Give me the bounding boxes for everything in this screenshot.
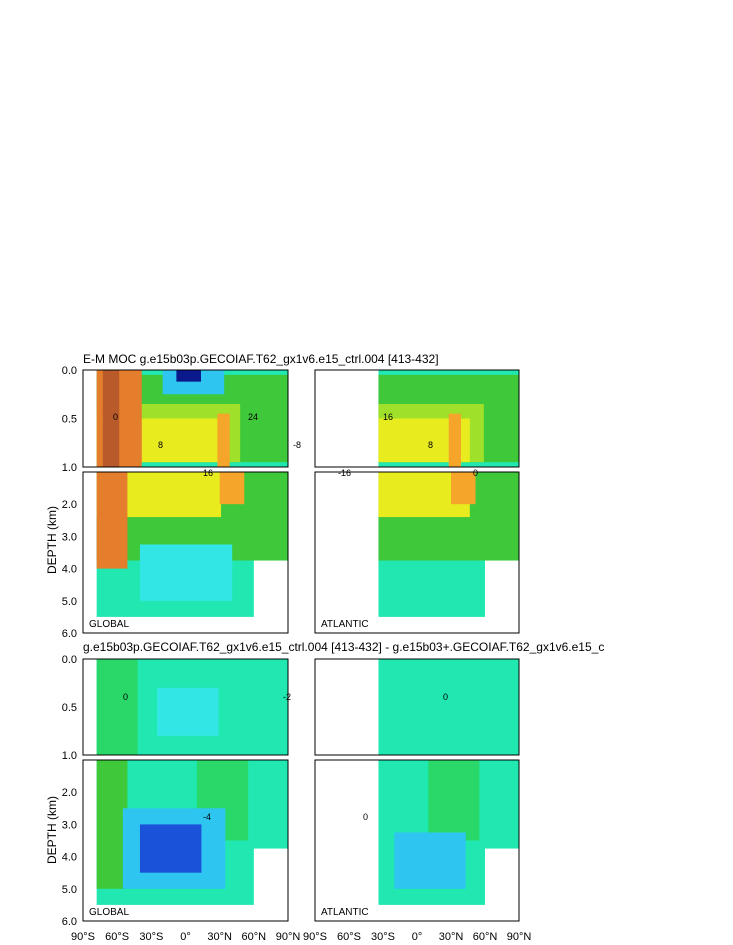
panel-label-atlantic: ATLANTIC <box>321 907 369 918</box>
land-mask-north <box>253 848 291 921</box>
figure-title-top: E-M MOC g.e15b03p.GECOIAF.T62_gx1v6.e15_… <box>83 352 439 366</box>
depth-tick-label: 0.0 <box>62 654 77 666</box>
band-abyss <box>139 544 233 601</box>
panel-label-atlantic: ATLANTIC <box>321 619 369 630</box>
band-orange-deep <box>219 472 245 505</box>
contour-field <box>96 370 289 467</box>
contour-value-label: 0 <box>443 692 448 702</box>
depth-tick-label: 6.0 <box>62 628 77 640</box>
contour-value-label: 0 <box>123 692 128 702</box>
x-tick-label: 30°S <box>371 931 395 943</box>
x-tick-label: 0° <box>180 931 191 943</box>
band-so-deep <box>96 472 128 569</box>
contour-field <box>378 370 519 467</box>
depth-tick-label: 1.0 <box>62 750 77 762</box>
contour-field <box>96 659 289 755</box>
band-so-green <box>96 760 128 889</box>
contour-value-label: -8 <box>293 440 301 450</box>
contour-field <box>315 760 522 921</box>
contour-field <box>378 659 519 755</box>
contour-field <box>315 472 522 633</box>
panel-frame-global-upper <box>82 658 289 756</box>
y-axis-label-top: DEPTH (km) <box>45 506 59 574</box>
band-blue-core <box>139 824 202 873</box>
land-mask <box>315 616 519 633</box>
band-tropic-deep <box>176 370 201 382</box>
panel-frame-atlantic-upper <box>314 369 520 468</box>
depth-tick-label: 5.0 <box>62 596 77 608</box>
y-axis-label-bottom: DEPTH (km) <box>45 796 59 864</box>
panel-frame-global-lower <box>82 759 289 922</box>
band-orange-core <box>448 413 461 467</box>
contour-field <box>83 760 291 921</box>
band-so-core <box>102 370 120 467</box>
x-tick-label: 60°N <box>473 931 498 943</box>
contour-value-label: 0 <box>113 412 118 422</box>
field-base <box>378 659 519 755</box>
band-green <box>428 760 480 841</box>
band-orange-core <box>217 413 230 467</box>
depth-tick-label: 0.5 <box>62 414 77 426</box>
contour-value-label: -4 <box>203 812 211 822</box>
land-mask <box>83 616 288 633</box>
panel-frame-atlantic-upper <box>314 658 520 756</box>
depth-tick-label: 4.0 <box>62 564 77 576</box>
band-so-green <box>96 659 138 755</box>
contour-value-label: 8 <box>158 440 163 450</box>
land-mask-north <box>485 560 522 633</box>
land-mask-north <box>253 560 291 633</box>
x-tick-label: 30°N <box>207 931 232 943</box>
depth-tick-label: 3.0 <box>62 531 77 543</box>
x-tick-label: 60°S <box>105 931 129 943</box>
x-tick-label: 90°S <box>71 931 95 943</box>
panel-frame-atlantic-lower <box>314 471 520 634</box>
depth-tick-label: 2.0 <box>62 787 77 799</box>
contour-value-label: 0 <box>363 812 368 822</box>
contour-value-label: 0 <box>473 468 478 478</box>
panel-frame-atlantic-lower <box>314 759 520 922</box>
contour-value-label: -2 <box>283 692 291 702</box>
contour-value-label: 16 <box>383 412 393 422</box>
land-mask <box>315 904 519 921</box>
depth-tick-label: 2.0 <box>62 499 77 511</box>
contour-value-label: 24 <box>248 412 258 422</box>
land-mask-north <box>485 848 522 921</box>
band-blue <box>394 832 466 889</box>
depth-tick-label: 6.0 <box>62 916 77 928</box>
depth-tick-label: 0.0 <box>62 365 77 377</box>
land-mask <box>83 904 288 921</box>
depth-tick-label: 0.5 <box>62 702 77 714</box>
contour-value-label: 8 <box>428 440 433 450</box>
panel-label-global: GLOBAL <box>89 907 129 918</box>
x-tick-label: 0° <box>412 931 423 943</box>
depth-tick-label: 5.0 <box>62 884 77 896</box>
x-tick-label: 60°N <box>242 931 267 943</box>
x-tick-label: 30°S <box>139 931 163 943</box>
contour-value-label: 16 <box>203 468 213 478</box>
panel-frame-global-lower <box>82 471 289 634</box>
band-cyan <box>157 687 219 736</box>
x-tick-label: 30°N <box>439 931 464 943</box>
figure-title-bottom: g.e15b03p.GECOIAF.T62_gx1v6.e15_ctrl.004… <box>83 640 604 654</box>
contour-field <box>83 472 291 633</box>
depth-tick-label: 3.0 <box>62 819 77 831</box>
panel-label-global: GLOBAL <box>89 619 129 630</box>
depth-tick-label: 1.0 <box>62 462 77 474</box>
band-orange-deep <box>451 472 476 505</box>
x-tick-label: 90°S <box>303 931 327 943</box>
panel-frame-global-upper <box>82 369 289 468</box>
x-tick-label: 90°N <box>507 931 532 943</box>
contour-value-label: -16 <box>338 468 351 478</box>
depth-tick-label: 4.0 <box>62 852 77 864</box>
x-tick-label: 60°S <box>337 931 361 943</box>
x-tick-label: 90°N <box>276 931 301 943</box>
